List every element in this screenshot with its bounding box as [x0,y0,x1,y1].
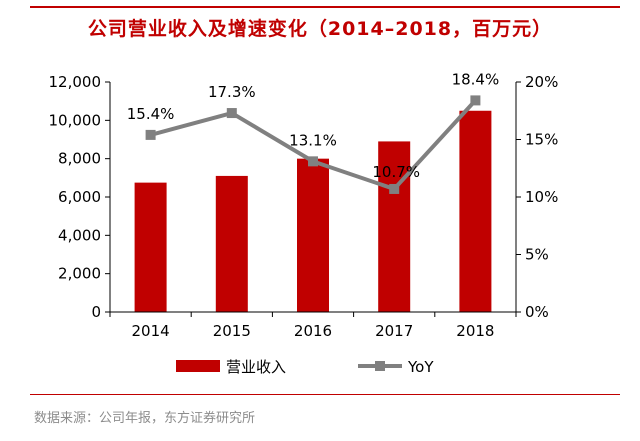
source-note: 数据来源：公司年报，东方证券研究所 [34,411,256,426]
yoy-point-2014 [145,129,156,140]
bar-2017 [378,141,411,312]
yoy-point-2018 [470,95,481,106]
yoy-point-2017 [389,183,400,194]
yoy-data-label: 10.7% [372,163,420,181]
y-left-tick-label: 10,000 [49,111,102,129]
chart-title: 公司营业收入及增速变化（2014–2018，百万元） [87,18,553,40]
y-right-tick-label: 0% [525,303,549,321]
yoy-point-2016 [308,156,318,167]
x-tick-label: 2017 [375,322,413,340]
bottom-rule [30,394,620,395]
yoy-data-label: 17.3% [208,83,256,101]
yoy-data-label: 18.4% [452,70,500,88]
legend-marker-yoy [375,361,385,371]
y-left-tick-label: 2,000 [58,265,101,283]
legend-label-yoy: YoY [407,358,434,376]
y-left-tick-label: 8,000 [58,150,101,168]
x-tick-label: 2018 [456,322,494,340]
bar-2014 [134,182,167,312]
y-right-tick-label: 20% [525,73,558,91]
y-left-tick-label: 12,000 [49,73,102,91]
legend-swatch-revenue [176,360,220,372]
y-left-tick-label: 6,000 [58,188,101,206]
bar-2018 [459,110,492,312]
y-right-tick-label: 10% [525,188,558,206]
yoy-point-2015 [226,108,237,119]
bar-2016 [297,158,329,312]
yoy-data-label: 13.1% [289,131,337,149]
bar-2015 [215,175,248,312]
x-tick-label: 2015 [213,322,251,340]
x-tick-label: 2014 [132,322,170,340]
y-left-tick-label: 0 [91,303,101,321]
top-rule [30,6,620,8]
legend-label-revenue: 营业收入 [226,358,286,376]
y-right-tick-label: 15% [525,131,558,149]
y-left-tick-label: 4,000 [58,226,101,244]
y-right-tick-label: 5% [525,246,549,264]
x-tick-label: 2016 [294,322,332,340]
yoy-data-label: 15.4% [127,105,175,123]
